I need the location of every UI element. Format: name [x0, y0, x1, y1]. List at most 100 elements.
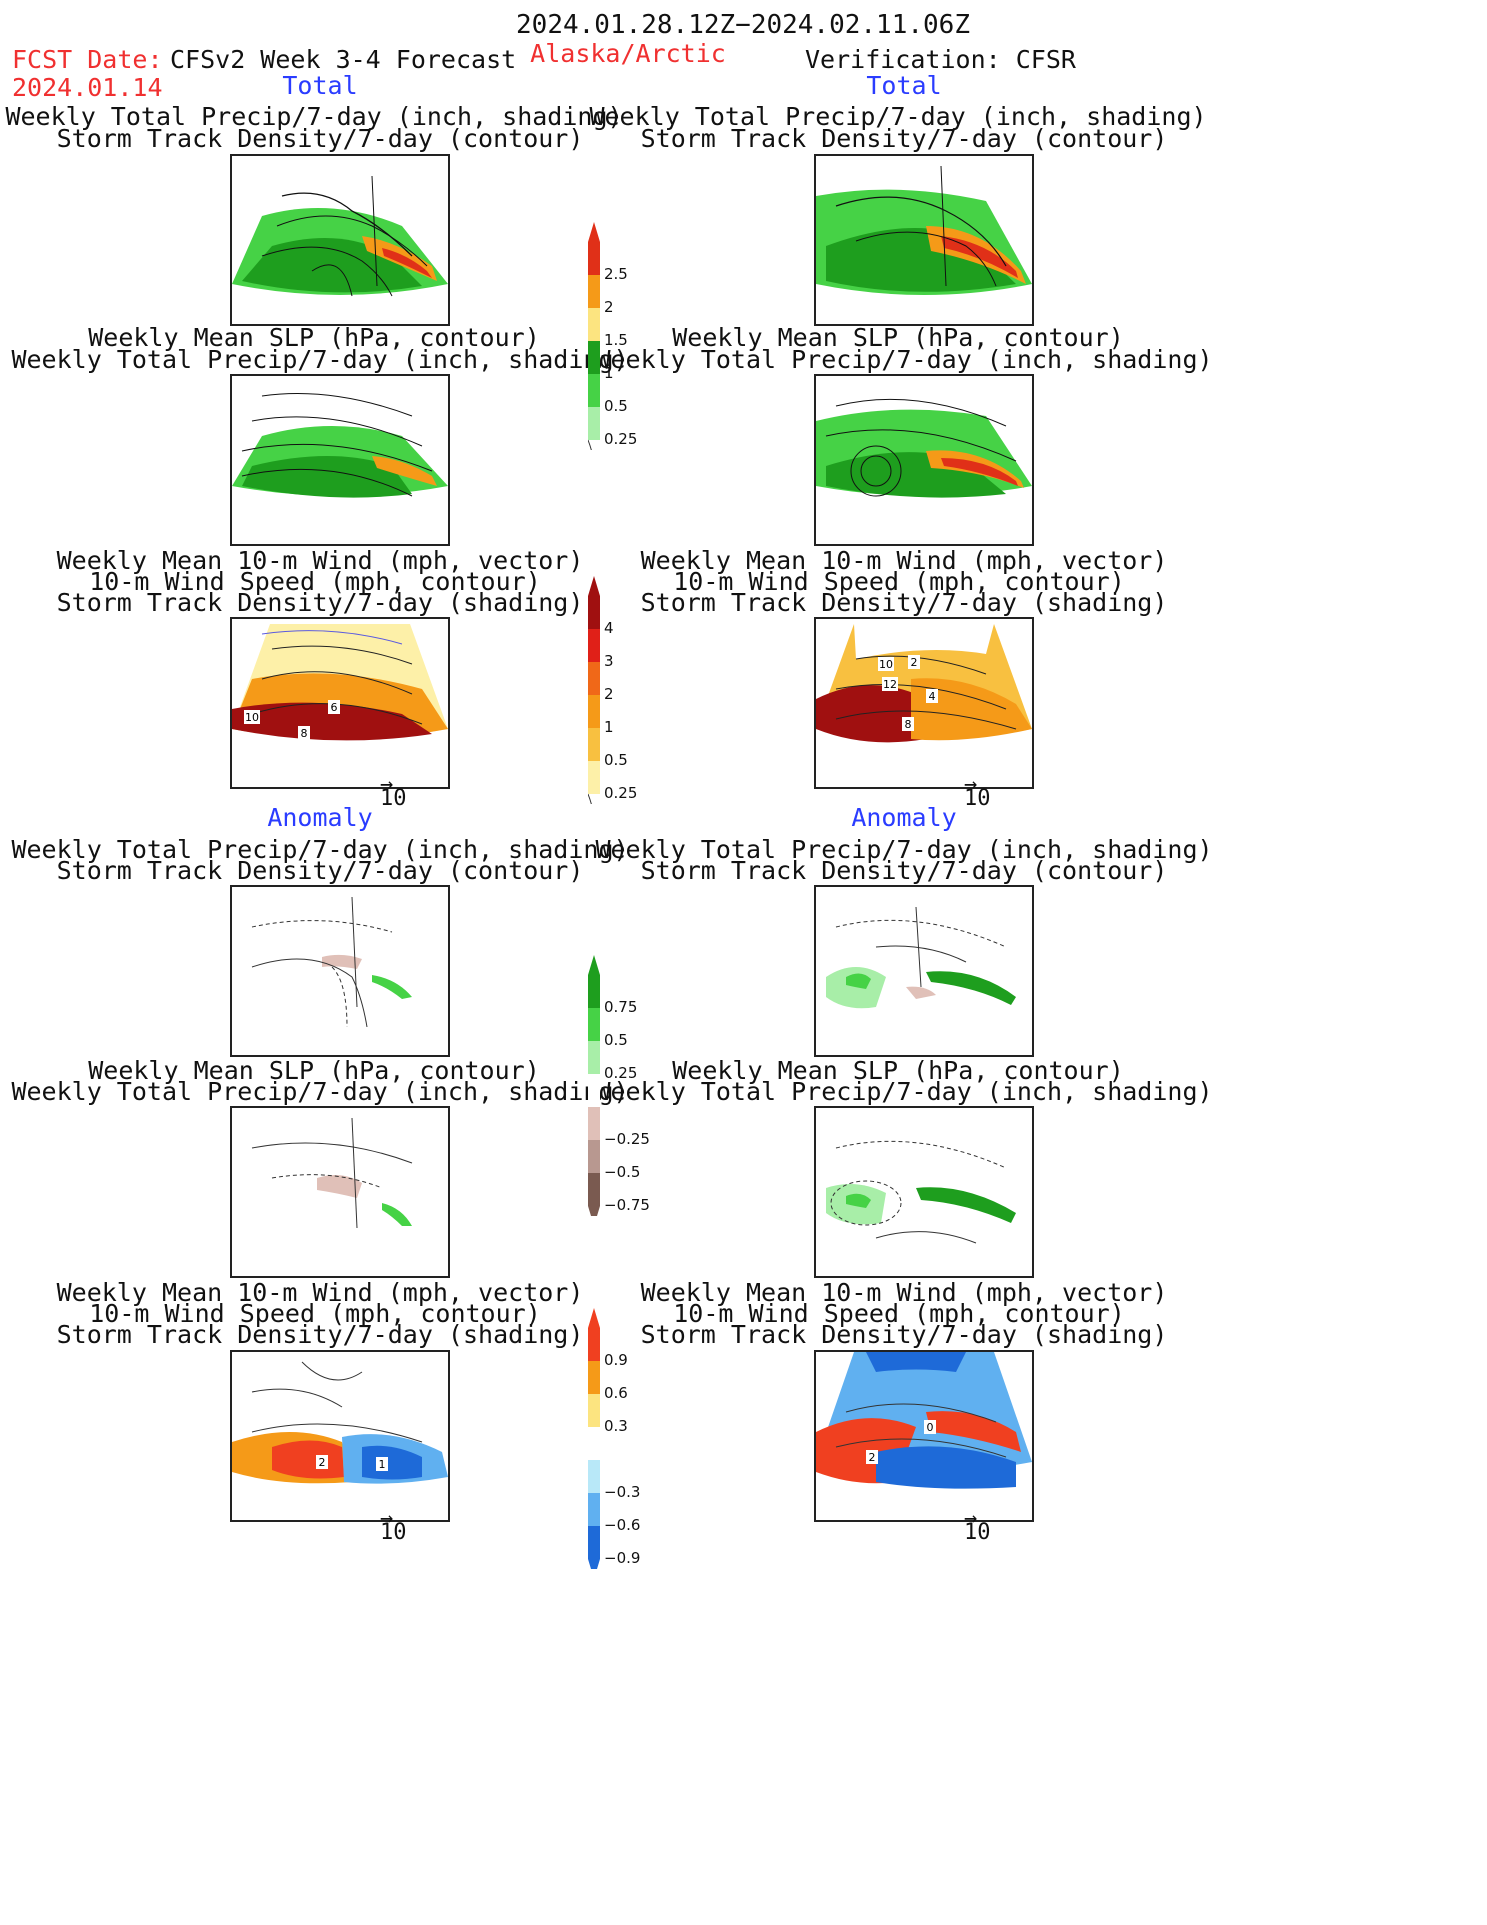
- panel-title-line: Weekly Total Precip/7-day (inch, shading…: [595, 345, 1213, 374]
- colorbar-swatch: [588, 761, 600, 794]
- panel-title-line: Weekly Mean SLP (hPa, contour): [88, 1056, 540, 1085]
- contour-label: 2: [869, 1451, 876, 1464]
- colorbar-cap: [588, 576, 600, 596]
- panel-title-line: 10-m Wind Speed (mph, contour): [673, 567, 1125, 596]
- colorbar-tick-label: 0.5: [604, 397, 628, 415]
- colorbar-tick-label: 3: [604, 652, 614, 670]
- map-panel-slp-total-verification: [814, 374, 1034, 546]
- map-panel-precip-total-verification: [814, 154, 1034, 326]
- colorbar-swatch: [588, 1394, 600, 1427]
- panel-title-line: Storm Track Density/7-day (shading): [640, 588, 1168, 617]
- colorbar-swatch: [588, 662, 600, 695]
- panel-title-line: 10-m Wind Speed (mph, contour): [89, 567, 541, 596]
- contour-label: 10: [245, 711, 259, 724]
- colorbar-swatch: [588, 975, 600, 1008]
- colorbar-tick-label: −0.3: [604, 1483, 641, 1501]
- map-panel-wind-total-verification: 10 12 2 4 8: [814, 617, 1034, 789]
- panel-title-line: Weekly Total Precip/7-day (inch, shading…: [11, 345, 629, 374]
- contour-label: 1: [379, 1458, 386, 1471]
- colorbar-swatch: [588, 275, 600, 308]
- colorbar-swatch: [588, 374, 600, 407]
- panel-title-line: Storm Track Density/7-day (shading): [640, 1320, 1168, 1349]
- section-anomaly-right: Anomaly: [851, 803, 957, 832]
- map-panel-precip-total-forecast: [230, 154, 450, 326]
- colorbar-cap: [588, 1308, 600, 1328]
- panel-title-line: Storm Track Density/7-day (contour): [640, 124, 1168, 153]
- vector-scale-label: 10: [380, 786, 407, 811]
- panel-title-line: Weekly Total Precip/7-day (inch, shading…: [595, 835, 1213, 864]
- panel-title-line: Weekly Total Precip/7-day (inch, shading…: [11, 1077, 629, 1106]
- vector-scale-arrow-icon: →: [380, 1506, 394, 1531]
- panel-title-line: Storm Track Density/7-day (contour): [56, 856, 584, 885]
- map-panel-slp-total-forecast: [230, 374, 450, 546]
- colorbar-tick-label: 1: [604, 364, 614, 382]
- contour-label: 8: [301, 727, 308, 740]
- contour-label: 10: [879, 658, 893, 671]
- colorbar-swatch: [588, 695, 600, 728]
- vector-scale-label: 10: [380, 1520, 407, 1545]
- product-title: CFSv2 Week 3-4 Forecast: [170, 45, 517, 74]
- vector-scale-arrow-icon: →: [964, 772, 978, 797]
- panel-title-line: Weekly Mean SLP (hPa, contour): [672, 323, 1124, 352]
- contour-label: 6: [331, 701, 338, 714]
- contour-label: 4: [929, 690, 936, 703]
- colorbar-tick-label: 0.25: [604, 784, 638, 802]
- fcst-date-label: FCST Date:: [12, 45, 163, 74]
- contour-label: 12: [883, 678, 897, 691]
- map-panel-wind-anom-verification: 2 0: [814, 1350, 1034, 1522]
- colorbar-tick-label: 1.5: [604, 331, 628, 349]
- map-panel-slp-anom-verification: [814, 1106, 1034, 1278]
- colorbar-swatch: [588, 242, 600, 275]
- date-range: 2024.01.28.12Z−2024.02.11.06Z: [516, 10, 970, 40]
- section-total-left: Total: [282, 71, 358, 100]
- colorbar-tick-label: −0.75: [604, 1196, 650, 1214]
- colorbar-swatch: [588, 1107, 600, 1140]
- colorbar-cap: [588, 1206, 600, 1216]
- colorbar-tick-label: 0.6: [604, 1384, 628, 1402]
- vector-scale-label: 10: [964, 1520, 991, 1545]
- contour-label: 8: [905, 718, 912, 731]
- section-anomaly-left: Anomaly: [267, 803, 373, 832]
- colorbar-tick-label: −0.9: [604, 1549, 641, 1567]
- colorbar-tick-label: 4: [604, 619, 614, 637]
- colorbar-tick-label: 0.25: [604, 430, 638, 448]
- panel-title-line: Weekly Mean 10-m Wind (mph, vector): [640, 546, 1168, 575]
- panel-title-line: Weekly Mean 10-m Wind (mph, vector): [56, 1278, 584, 1307]
- panel-title-line: Weekly Total Precip/7-day (inch, shading…: [595, 1077, 1213, 1106]
- vector-scale-arrow-icon: →: [964, 1506, 978, 1531]
- map-panel-wind-total-forecast: 10 8 6: [230, 617, 450, 789]
- contour-label: 2: [911, 656, 918, 669]
- panel-title-line: 10-m Wind Speed (mph, contour): [673, 1299, 1125, 1328]
- contour-label: 0: [927, 1421, 934, 1434]
- panel-title-line: Storm Track Density/7-day (shading): [56, 1320, 584, 1349]
- colorbar-tick-label: −0.5: [604, 1163, 641, 1181]
- colorbar-cap: [588, 222, 600, 242]
- colorbar-swatch: [588, 308, 600, 341]
- map-panel-precip-anom-forecast: [230, 885, 450, 1057]
- colorbar-swatch: [588, 1173, 600, 1206]
- panel-title-line: Weekly Total Precip/7-day (inch, shading…: [5, 102, 623, 131]
- colorbar-swatch: [588, 629, 600, 662]
- colorbar-cap: [588, 1559, 600, 1569]
- colorbar-swatch: [588, 1427, 600, 1460]
- panel-title-line: Weekly Mean SLP (hPa, contour): [88, 323, 540, 352]
- map-panel-wind-anom-forecast: 2 1: [230, 1350, 450, 1522]
- colorbar-swatch: [588, 596, 600, 629]
- colorbar-tick-label: 2: [604, 298, 614, 316]
- verification-label: Verification: CFSR: [805, 45, 1076, 74]
- colorbar-swatch: [588, 1460, 600, 1493]
- panel-title-line: Storm Track Density/7-day (contour): [56, 124, 584, 153]
- colorbar-swatch: [588, 341, 600, 374]
- vector-scale-label: 10: [964, 786, 991, 811]
- map-panel-slp-anom-forecast: [230, 1106, 450, 1278]
- contour-label: 2: [319, 1456, 326, 1469]
- section-total-right: Total: [866, 71, 942, 100]
- colorbar-swatch: [588, 1526, 600, 1559]
- colorbar-tick-label: −0.6: [604, 1516, 641, 1534]
- colorbar-tick-label: 2: [604, 685, 614, 703]
- colorbar-tick-label: 0.5: [604, 751, 628, 769]
- colorbar-swatch: [588, 1140, 600, 1173]
- colorbar-swatch: [588, 1493, 600, 1526]
- colorbar-cap: [588, 955, 600, 975]
- colorbar-swatch: [588, 728, 600, 761]
